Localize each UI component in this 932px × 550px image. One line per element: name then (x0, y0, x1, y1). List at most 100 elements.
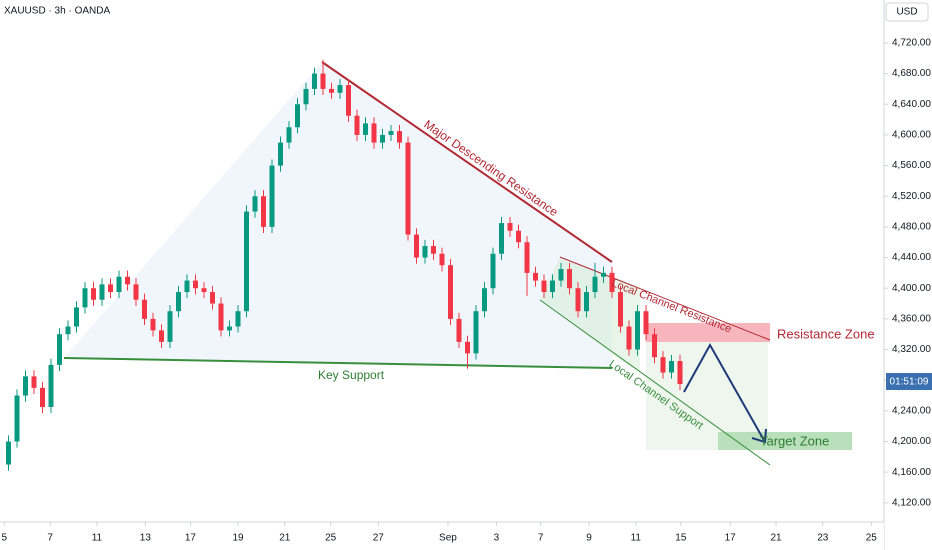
candle-body (261, 196, 266, 227)
candle-body (524, 242, 530, 273)
x-tick-label: 23 (817, 533, 829, 544)
candle-body (176, 292, 181, 312)
key-support-line (63, 357, 613, 369)
candle-body (601, 272, 606, 277)
candle-body (193, 280, 198, 289)
y-tick-label: 4,680.00 (892, 68, 931, 79)
x-tick-label: 19 (232, 533, 244, 544)
y-tick-label: 4,720.00 (892, 38, 931, 49)
x-tick-label: 9 (586, 533, 592, 544)
candle-body (558, 269, 564, 281)
annotation: Key Support (318, 368, 385, 382)
y-tick-label: 4,160.00 (892, 467, 931, 478)
time-axis (0, 522, 884, 550)
y-tick-label: 4,520.00 (892, 191, 931, 202)
candles (6, 59, 683, 471)
candle-body (116, 276, 122, 293)
candle-body (490, 253, 496, 289)
annotation: Resistance Zone (777, 326, 875, 341)
x-tick-label: 13 (140, 533, 152, 544)
candle-body (635, 311, 640, 350)
candle-body (6, 441, 11, 465)
candle-body (31, 376, 37, 388)
x-tick-label: Sep (439, 533, 457, 544)
candle-body (550, 280, 555, 293)
candle-body (65, 326, 71, 335)
candle-body (609, 272, 615, 293)
x-tick-label: 27 (373, 533, 385, 544)
candle-body (210, 292, 215, 304)
candle-body (227, 326, 232, 331)
candle-body (584, 292, 589, 312)
candle-body (99, 284, 105, 300)
arrow-head (751, 428, 767, 444)
candle-body (312, 73, 317, 89)
chart-title: XAUUSD · 3h · OANDA (4, 6, 110, 17)
candle-body (14, 395, 20, 442)
candle-body (303, 88, 309, 105)
countdown: 01:51:09 (890, 377, 929, 388)
y-tick-label: 4,120.00 (892, 497, 931, 508)
candle-body (439, 253, 445, 266)
candle-body (218, 303, 224, 331)
triangle-fill (64, 62, 612, 368)
candle-body (448, 265, 453, 319)
x-tick-label: 17 (725, 533, 737, 544)
candle-body (278, 142, 283, 166)
candle-body (533, 272, 538, 281)
candle-body (652, 334, 657, 358)
currency-box[interactable] (885, 2, 929, 22)
candle-body (465, 341, 470, 354)
candle-body (252, 196, 258, 212)
candle-body (23, 376, 28, 396)
candle-body (414, 234, 419, 258)
candle-body (397, 131, 402, 143)
x-tick-label: 3 (494, 533, 500, 544)
candle-body (516, 230, 521, 243)
candle-body (91, 288, 96, 300)
y-tick-label: 4,360.00 (892, 314, 931, 325)
candle-body (567, 269, 572, 289)
candle-body (329, 88, 334, 93)
candle-body (337, 85, 343, 93)
channel-fill (540, 257, 640, 372)
candle-body (150, 318, 156, 331)
candle-body (626, 326, 632, 350)
candle-body (320, 73, 326, 89)
currency-label: USD (896, 7, 917, 18)
x-tick-label: 21 (279, 533, 291, 544)
x-tick-label: 25 (866, 533, 878, 544)
y-tick-label: 4,640.00 (892, 99, 931, 110)
candle-body (380, 134, 385, 143)
candle-body (201, 288, 207, 293)
x-tick-label: 21 (770, 533, 782, 544)
candle-body (108, 284, 113, 293)
x-tick-label: 25 (325, 533, 337, 544)
candle-body (669, 361, 674, 373)
candle-body (371, 123, 377, 143)
candle-body (405, 142, 411, 235)
x-tick-label: 15 (675, 533, 687, 544)
y-tick-label: 4,560.00 (892, 160, 931, 171)
candle-body (660, 357, 666, 373)
candle-body (473, 311, 479, 354)
candle-body (456, 318, 462, 342)
candle-body (346, 85, 351, 116)
candle-body (40, 387, 45, 408)
candle-body (295, 104, 300, 128)
y-tick-label: 4,320.00 (892, 344, 931, 355)
candle-body (286, 127, 292, 143)
x-tick-label: 11 (631, 533, 642, 544)
x-tick-label: 7 (538, 533, 544, 544)
candle-body (677, 361, 683, 385)
major-resistance-line (321, 61, 613, 263)
y-tick-label: 4,400.00 (892, 283, 931, 294)
candle-body (618, 292, 623, 327)
candle-body (159, 330, 164, 342)
candle-body (363, 123, 368, 135)
candle-body (82, 288, 88, 308)
candle-body (167, 311, 173, 342)
candle-body (133, 284, 139, 300)
projection-arrow (683, 342, 766, 443)
